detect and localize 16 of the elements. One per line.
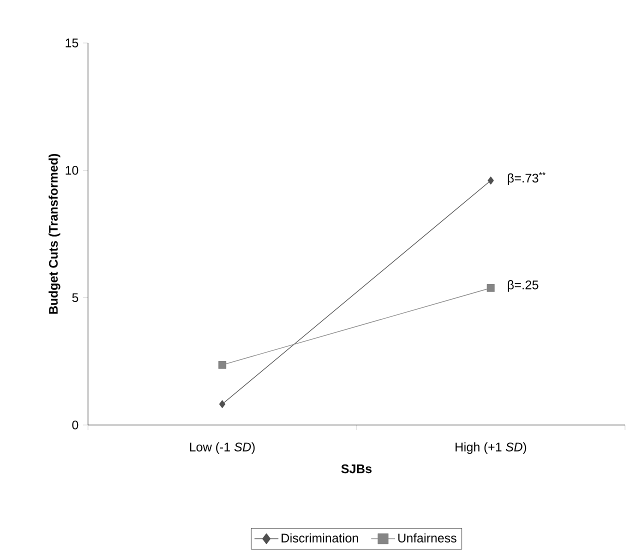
- y-tick-label: 0: [72, 420, 78, 430]
- legend-label: Unfairness: [398, 533, 456, 542]
- x-tick-label: Low (-1 SD): [190, 442, 255, 454]
- point: [488, 176, 494, 184]
- annotation: β=.25: [508, 280, 538, 292]
- y-tick-label: 10: [66, 166, 78, 175]
- y-tick-label: 5: [72, 293, 78, 302]
- annotation: β=.73$^{**}$: [508, 172, 546, 185]
- x-tick-label: High (+1 SD): [456, 442, 526, 454]
- x-axis-title: SJBs: [341, 464, 372, 474]
- point: [219, 400, 226, 408]
- y-axis-title: Budget Cuts (Transformed): [48, 154, 60, 314]
- y-tick-label: 15: [66, 38, 78, 48]
- legend-label: Discrimination: [282, 533, 358, 542]
- point: [486, 284, 495, 292]
- point: [218, 360, 226, 369]
